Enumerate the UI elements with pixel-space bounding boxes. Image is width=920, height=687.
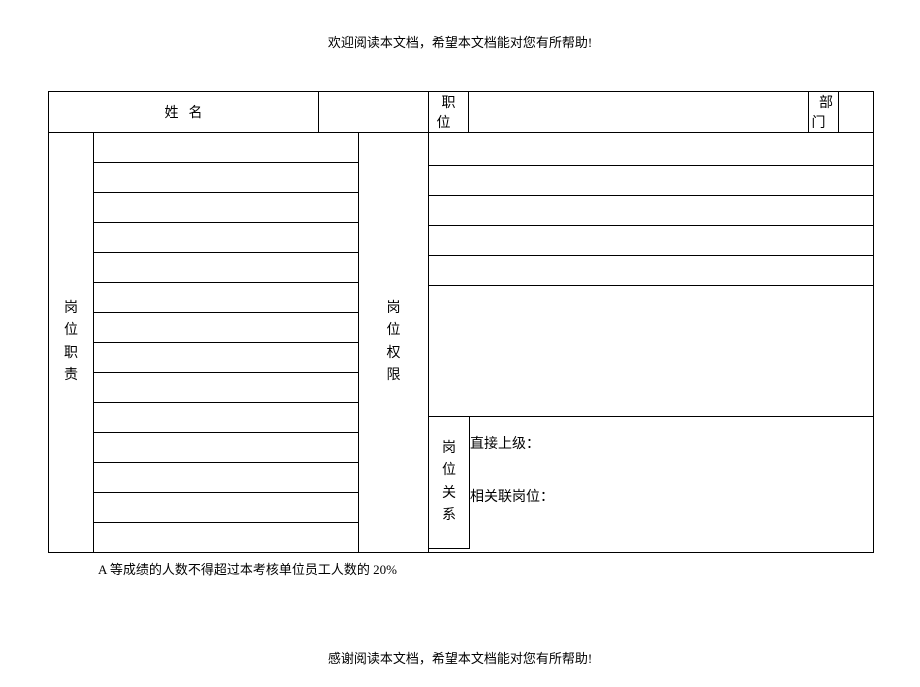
direct-superior: 直接上级： (470, 417, 874, 470)
table-row (94, 313, 358, 343)
table-row (94, 463, 358, 493)
header-row: 姓名 职位 部门 (49, 92, 874, 133)
relation-label: 岗位关系 (429, 417, 470, 549)
table-row (94, 373, 358, 403)
table-row (429, 226, 873, 256)
authority-blank (429, 286, 873, 417)
table-row (94, 523, 358, 553)
dept-label: 部门 (809, 92, 839, 133)
top-note: 欢迎阅读本文档，希望本文档能对您有所帮助! (48, 32, 872, 51)
right-block-cell: 岗位关系直接上级：相关联岗位： (429, 133, 874, 553)
table-row (94, 133, 358, 163)
table-row (94, 193, 358, 223)
table-row (94, 433, 358, 463)
table-row (94, 283, 358, 313)
relation-spacer (470, 522, 874, 548)
table-row (94, 493, 358, 523)
dept-value (839, 92, 874, 133)
table-row (94, 403, 358, 433)
table-row (429, 166, 873, 196)
table-row (94, 253, 358, 283)
related-posts: 相关联岗位： (470, 470, 874, 523)
duties-label: 岗位职责 (49, 133, 94, 553)
authority-label: 岗位权限 (359, 133, 429, 553)
table-row (94, 223, 358, 253)
duties-lines-cell (94, 133, 359, 553)
table-row (429, 196, 873, 226)
table-row (429, 136, 873, 166)
name-label: 姓名 (49, 92, 319, 133)
position-label: 职位 (429, 92, 469, 133)
table-row (94, 343, 358, 373)
name-value (319, 92, 429, 133)
table-row (94, 163, 358, 193)
form-table: 姓名 职位 部门 岗位职责 岗位权限 岗位关系直接上级：相关联岗位： (48, 91, 874, 553)
caption: A 等成绩的人数不得超过本考核单位员工人数的 20% (98, 559, 872, 578)
position-value (469, 92, 809, 133)
table-row (429, 256, 873, 286)
